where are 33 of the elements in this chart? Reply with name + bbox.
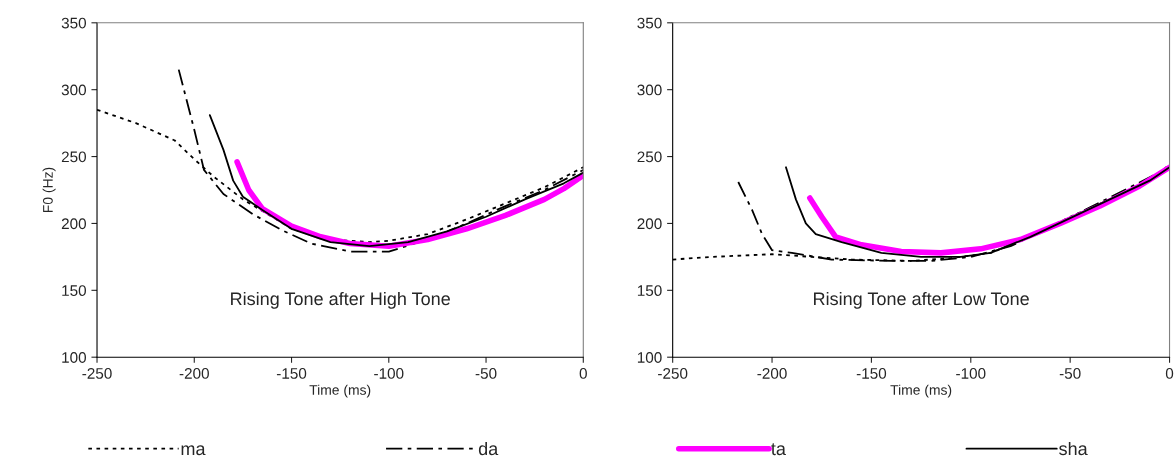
y-tick-label: 100 [62, 352, 87, 363]
x-tick-label: -200 [179, 368, 209, 379]
y-tick-label: 200 [637, 218, 662, 230]
x-tick-label: 0 [579, 368, 587, 379]
y-tick-label: 100 [637, 352, 662, 363]
y-axis-title: F0 (Hz) [42, 167, 56, 213]
y-tick-label: 200 [61, 218, 87, 230]
x-tick-label: -200 [757, 368, 787, 379]
x-axis-title: Time (ms) [309, 384, 371, 398]
x-tick-label: -50 [1059, 368, 1081, 379]
x-tick-label: -50 [475, 368, 497, 379]
legend-label: ta [771, 443, 786, 456]
legend-label: sha [1059, 441, 1088, 456]
y-tick-label: 150 [637, 285, 662, 297]
annotation: Rising Tone after Low Tone [814, 291, 1029, 309]
x-tick-label: -250 [82, 368, 112, 379]
y-tick-label: 350 [637, 17, 662, 29]
legend-label: ma [181, 445, 206, 456]
x-tick-label: -150 [276, 368, 307, 379]
x-tick-label: -100 [374, 368, 404, 379]
x-tick-label: 0 [1165, 368, 1174, 379]
y-tick-label: 350 [61, 17, 87, 29]
x-tick-label: -150 [856, 368, 887, 379]
x-tick-label: -100 [956, 368, 986, 379]
y-tick-label: 300 [61, 84, 87, 96]
legend-label: da [478, 441, 499, 456]
annotation: Rising Tone after High Tone [231, 291, 450, 309]
y-tick-label: 250 [637, 151, 662, 163]
y-tick-label: 150 [62, 285, 87, 297]
x-axis-title: Time (ms) [890, 384, 952, 398]
y-tick-label: 300 [637, 84, 662, 96]
y-tick-label: 250 [61, 151, 87, 163]
x-tick-label: -250 [658, 368, 688, 379]
